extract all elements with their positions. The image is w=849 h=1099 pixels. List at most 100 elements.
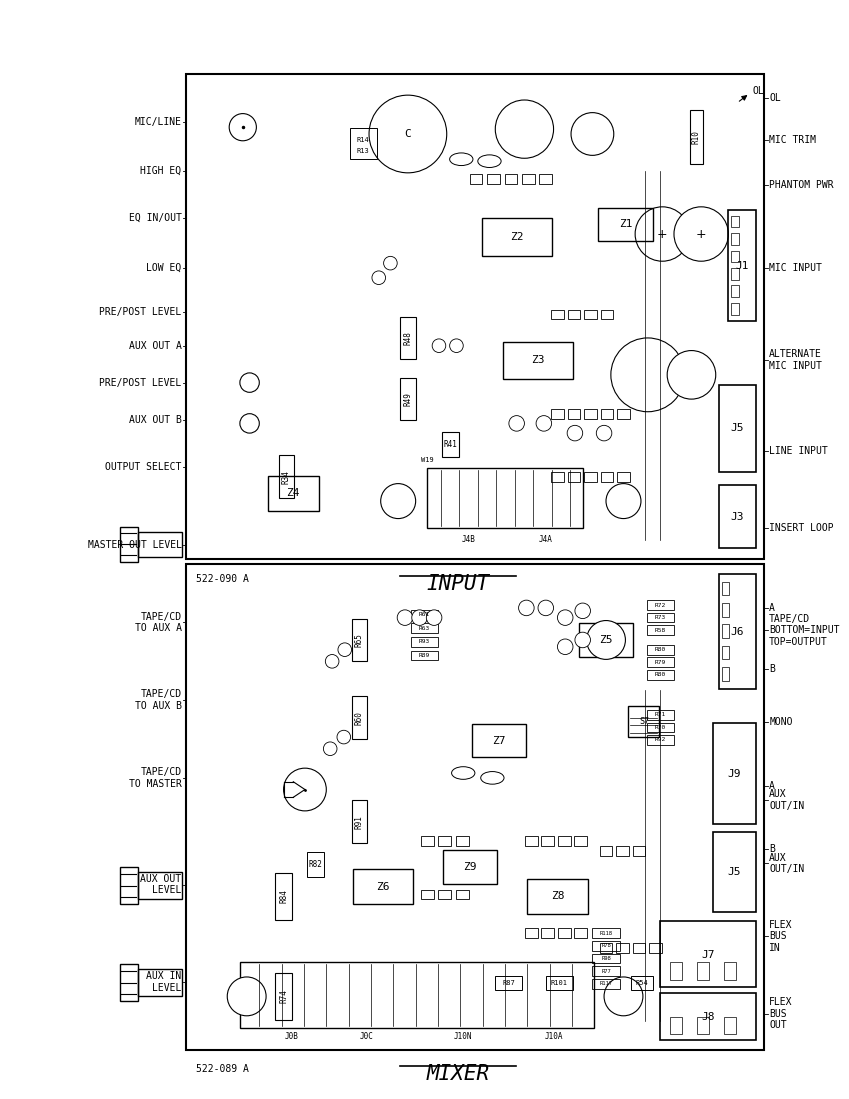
Circle shape — [337, 730, 351, 744]
Bar — [121, 964, 138, 1001]
Circle shape — [397, 610, 413, 625]
Bar — [593, 929, 620, 939]
Text: R13: R13 — [357, 148, 369, 155]
Circle shape — [667, 351, 716, 399]
Bar — [722, 646, 729, 659]
Circle shape — [558, 639, 573, 655]
Text: AUX IN
LEVEL: AUX IN LEVEL — [146, 972, 182, 992]
Text: TAPE/CD
TO AUX A: TAPE/CD TO AUX A — [135, 612, 182, 633]
Text: Z4: Z4 — [287, 488, 300, 498]
Bar — [551, 471, 564, 481]
Bar — [617, 471, 630, 481]
Bar — [138, 532, 182, 557]
Bar — [600, 409, 613, 419]
Text: AUX OUT A: AUX OUT A — [129, 341, 182, 351]
Bar — [487, 174, 500, 184]
Bar — [539, 174, 552, 184]
Circle shape — [575, 603, 590, 619]
Text: Z9: Z9 — [464, 863, 477, 873]
Bar — [599, 846, 612, 855]
Text: PHANTOM PWR: PHANTOM PWR — [769, 180, 834, 190]
Bar — [661, 993, 756, 1040]
Bar — [731, 233, 739, 245]
Text: R34: R34 — [282, 470, 291, 484]
Bar — [495, 976, 522, 989]
Bar — [599, 943, 612, 953]
Bar — [579, 623, 633, 657]
Bar — [121, 528, 138, 563]
Circle shape — [604, 977, 643, 1015]
Text: +: + — [696, 227, 706, 241]
Circle shape — [384, 256, 397, 270]
Circle shape — [369, 96, 447, 173]
Text: J6: J6 — [730, 628, 744, 637]
Bar — [600, 471, 613, 481]
Bar — [427, 468, 582, 529]
Text: Z5: Z5 — [599, 635, 613, 645]
Circle shape — [575, 632, 590, 647]
Text: B: B — [769, 844, 775, 854]
Text: R54: R54 — [636, 980, 649, 986]
Bar — [558, 929, 571, 939]
Bar — [647, 645, 674, 655]
Bar — [713, 832, 756, 912]
Text: R80: R80 — [655, 673, 666, 677]
Text: MIC/LINE: MIC/LINE — [135, 118, 182, 127]
Bar — [722, 581, 729, 596]
Circle shape — [284, 768, 326, 811]
Text: R65: R65 — [355, 633, 364, 647]
Text: R63: R63 — [419, 625, 430, 631]
Circle shape — [432, 338, 446, 353]
Bar — [599, 208, 653, 241]
Text: OUTPUT SELECT: OUTPUT SELECT — [105, 462, 182, 473]
Bar — [542, 836, 554, 846]
Text: MIC TRIM: MIC TRIM — [769, 135, 816, 145]
Bar — [724, 963, 736, 980]
Circle shape — [596, 425, 612, 441]
Bar — [411, 651, 438, 660]
Bar — [421, 836, 434, 846]
Bar — [351, 697, 367, 739]
Bar — [503, 342, 573, 379]
Text: A: A — [769, 603, 775, 613]
Bar — [616, 943, 629, 953]
Text: R93: R93 — [419, 640, 430, 644]
Bar — [718, 485, 756, 547]
Bar — [504, 174, 517, 184]
Bar — [411, 610, 438, 620]
Bar — [600, 310, 613, 320]
Ellipse shape — [478, 155, 501, 167]
Bar — [522, 174, 535, 184]
Circle shape — [240, 413, 259, 433]
Text: R73: R73 — [655, 615, 666, 620]
Circle shape — [536, 415, 552, 431]
Bar — [647, 670, 674, 680]
Bar — [728, 210, 756, 321]
Bar — [647, 657, 674, 667]
Bar — [352, 869, 413, 904]
Bar — [481, 218, 552, 256]
Circle shape — [380, 484, 416, 519]
Text: MIC INPUT: MIC INPUT — [769, 263, 822, 273]
Bar — [647, 613, 674, 622]
Circle shape — [450, 338, 464, 353]
Bar — [722, 624, 729, 639]
Text: Z2: Z2 — [510, 232, 523, 242]
Bar — [731, 251, 739, 263]
Text: FLEX
BUS
IN: FLEX BUS IN — [769, 920, 793, 953]
Circle shape — [606, 484, 641, 519]
Circle shape — [495, 100, 554, 158]
Text: MIXER: MIXER — [426, 1064, 490, 1085]
Text: TAPE/CD
BOTTOM=INPUT
TOP=OUTPUT: TAPE/CD BOTTOM=INPUT TOP=OUTPUT — [769, 613, 840, 647]
Text: INPUT: INPUT — [426, 574, 490, 593]
Bar — [525, 929, 537, 939]
Bar — [633, 943, 645, 953]
Bar — [731, 286, 739, 297]
Text: A: A — [769, 780, 775, 790]
Text: PRE/POST LEVEL: PRE/POST LEVEL — [99, 307, 182, 317]
Text: AUX
OUT/IN: AUX OUT/IN — [769, 853, 804, 874]
Text: R89: R89 — [419, 653, 430, 658]
Circle shape — [229, 113, 256, 141]
Circle shape — [519, 600, 534, 615]
Bar — [558, 836, 571, 846]
